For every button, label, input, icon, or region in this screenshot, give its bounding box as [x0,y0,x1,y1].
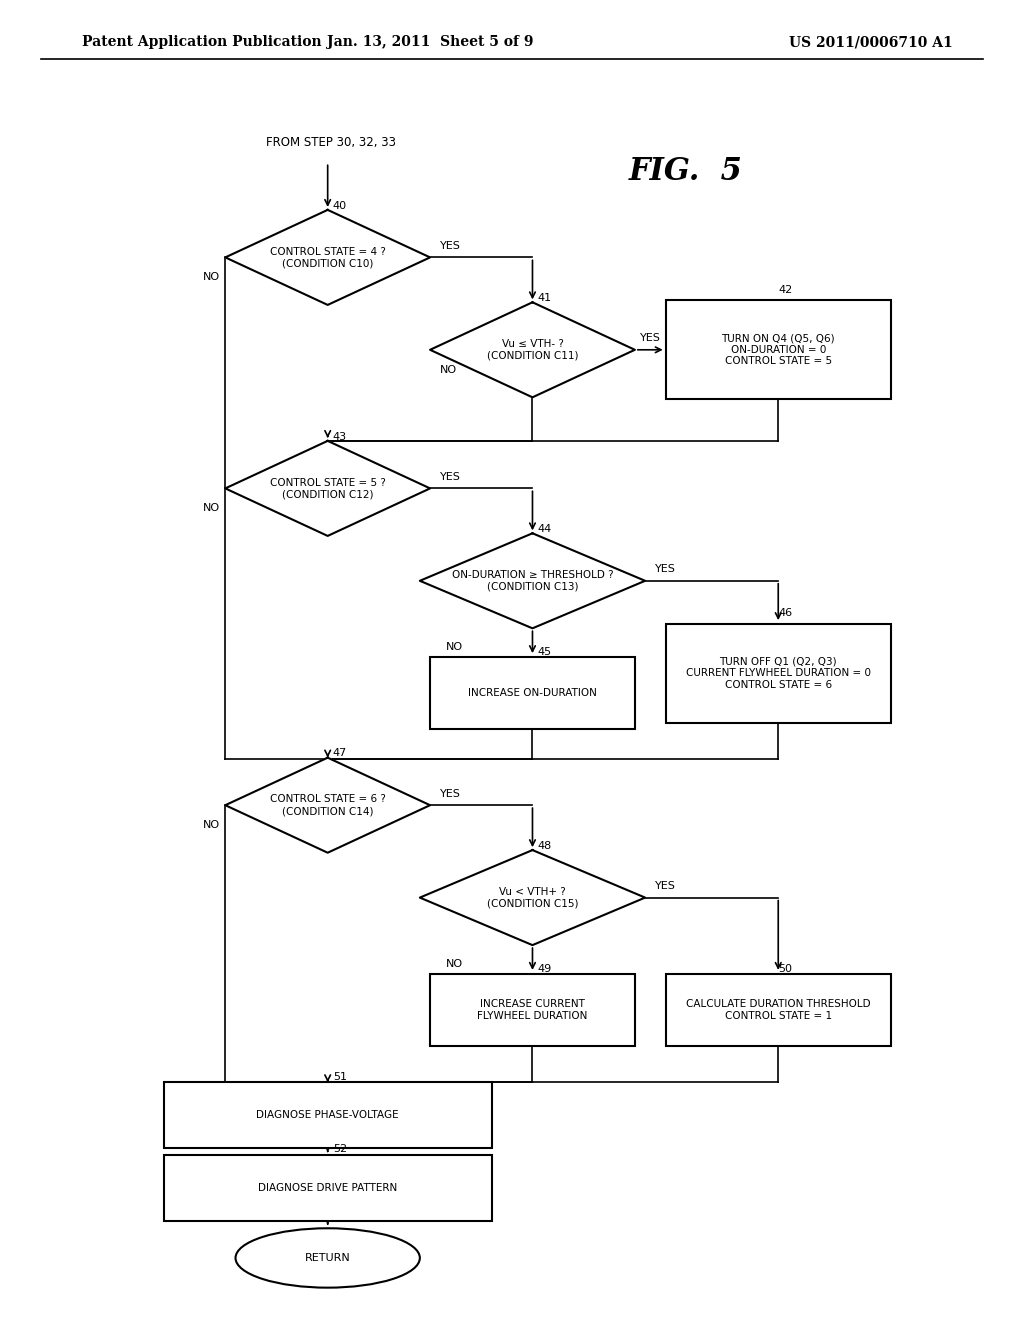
Text: YES: YES [440,240,461,251]
Polygon shape [420,533,645,628]
Text: Patent Application Publication: Patent Application Publication [82,36,322,49]
Text: 48: 48 [538,841,552,851]
Text: TURN OFF Q1 (Q2, Q3)
CURRENT FLYWHEEL DURATION = 0
CONTROL STATE = 6: TURN OFF Q1 (Q2, Q3) CURRENT FLYWHEEL DU… [686,656,870,690]
Text: 41: 41 [538,293,552,304]
Text: NO: NO [203,503,220,513]
Text: FIG.  5: FIG. 5 [629,156,743,187]
Polygon shape [225,441,430,536]
Text: YES: YES [655,880,676,891]
Polygon shape [225,758,430,853]
Text: 40: 40 [333,201,347,211]
FancyBboxPatch shape [430,657,635,729]
Text: 49: 49 [538,964,552,974]
Text: YES: YES [655,564,676,574]
Text: FROM STEP 30, 32, 33: FROM STEP 30, 32, 33 [266,136,396,149]
Text: DIAGNOSE DRIVE PATTERN: DIAGNOSE DRIVE PATTERN [258,1183,397,1193]
Text: 52: 52 [333,1144,347,1155]
Text: 45: 45 [538,647,552,657]
Text: NO: NO [445,642,463,652]
FancyBboxPatch shape [666,974,891,1045]
Text: CONTROL STATE = 5 ?
(CONDITION C12): CONTROL STATE = 5 ? (CONDITION C12) [269,478,386,499]
Text: 50: 50 [778,964,793,974]
Text: Vu < VTH+ ?
(CONDITION C15): Vu < VTH+ ? (CONDITION C15) [486,887,579,908]
Text: YES: YES [440,471,461,482]
Text: 44: 44 [538,524,552,535]
Text: US 2011/0006710 A1: US 2011/0006710 A1 [788,36,952,49]
Text: NO: NO [203,820,220,830]
Text: 47: 47 [333,748,347,759]
Text: 43: 43 [333,432,347,442]
Text: NO: NO [440,364,458,375]
Text: ON-DURATION ≥ THRESHOLD ?
(CONDITION C13): ON-DURATION ≥ THRESHOLD ? (CONDITION C13… [452,570,613,591]
FancyBboxPatch shape [164,1155,492,1221]
Text: NO: NO [445,958,463,969]
Text: 46: 46 [778,609,793,619]
Polygon shape [225,210,430,305]
Text: CONTROL STATE = 4 ?
(CONDITION C10): CONTROL STATE = 4 ? (CONDITION C10) [269,247,386,268]
Text: DIAGNOSE PHASE-VOLTAGE: DIAGNOSE PHASE-VOLTAGE [256,1110,399,1121]
Text: CONTROL STATE = 6 ?
(CONDITION C14): CONTROL STATE = 6 ? (CONDITION C14) [269,795,386,816]
Text: YES: YES [440,788,461,799]
Text: TURN ON Q4 (Q5, Q6)
ON-DURATION = 0
CONTROL STATE = 5: TURN ON Q4 (Q5, Q6) ON-DURATION = 0 CONT… [722,333,835,367]
Text: 42: 42 [778,285,793,296]
Text: INCREASE CURRENT
FLYWHEEL DURATION: INCREASE CURRENT FLYWHEEL DURATION [477,999,588,1020]
FancyBboxPatch shape [430,974,635,1045]
Text: NO: NO [203,272,220,282]
Text: CALCULATE DURATION THRESHOLD
CONTROL STATE = 1: CALCULATE DURATION THRESHOLD CONTROL STA… [686,999,870,1020]
Text: Jan. 13, 2011  Sheet 5 of 9: Jan. 13, 2011 Sheet 5 of 9 [327,36,534,49]
Polygon shape [420,850,645,945]
Text: 51: 51 [333,1072,347,1082]
Text: Vu ≤ VTH- ?
(CONDITION C11): Vu ≤ VTH- ? (CONDITION C11) [486,339,579,360]
Text: YES: YES [640,333,660,343]
FancyBboxPatch shape [666,624,891,722]
Text: INCREASE ON-DURATION: INCREASE ON-DURATION [468,688,597,698]
Polygon shape [430,302,635,397]
FancyBboxPatch shape [164,1082,492,1148]
Ellipse shape [236,1228,420,1288]
FancyBboxPatch shape [666,301,891,399]
Text: RETURN: RETURN [305,1253,350,1263]
